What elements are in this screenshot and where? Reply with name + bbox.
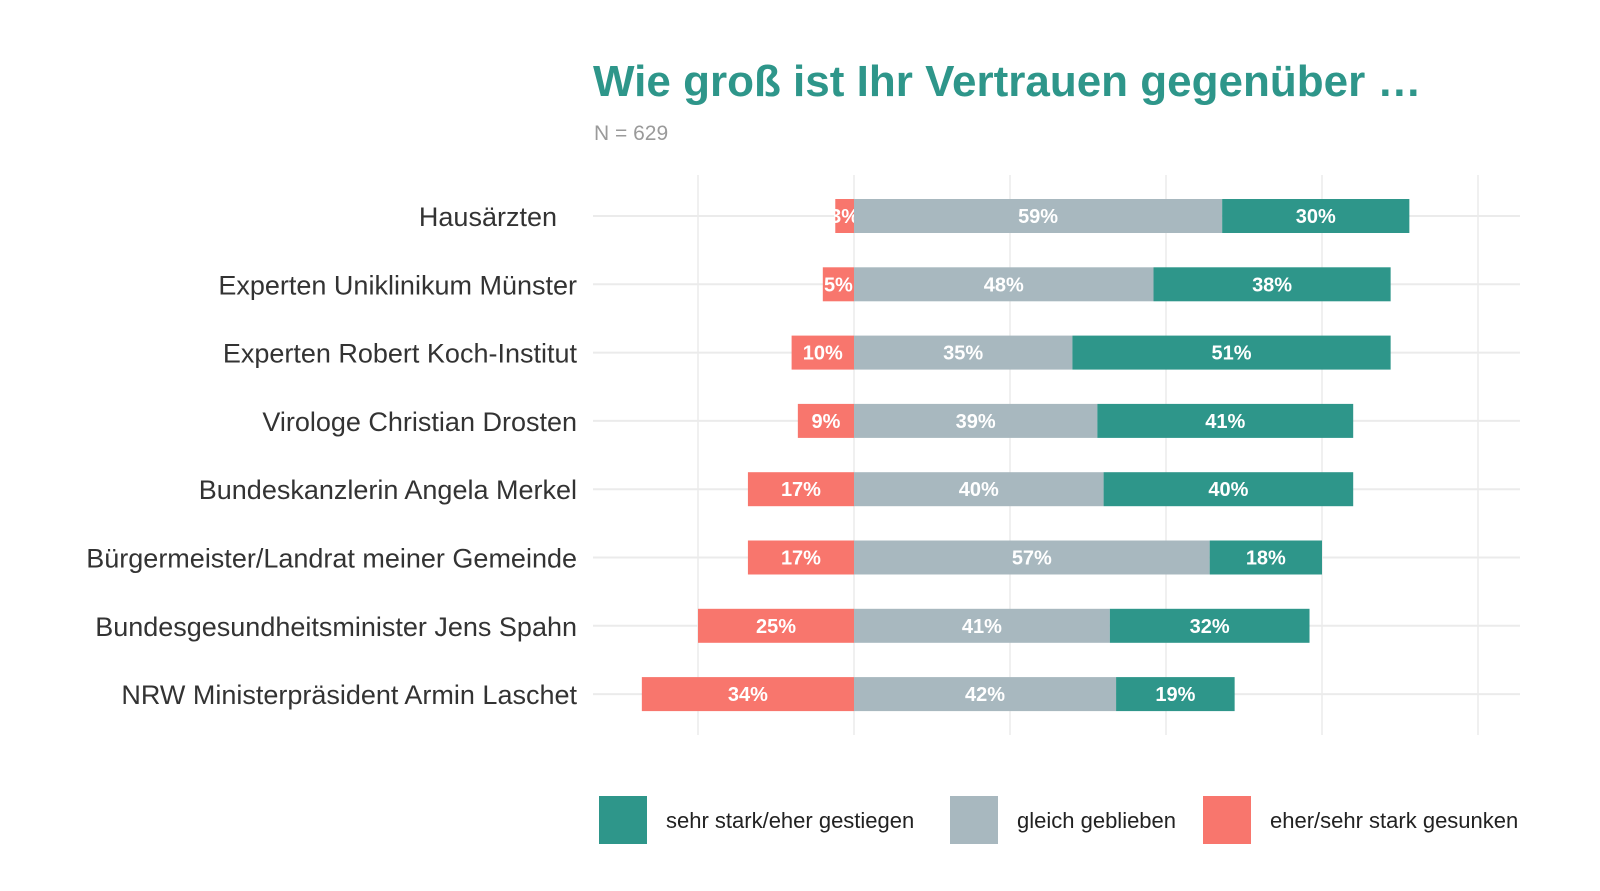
bar-segment-gesunken bbox=[797, 403, 854, 438]
bar-label-gestiegen: 40% bbox=[1208, 479, 1248, 501]
category-label: Bürgermeister/Landrat meiner Gemeinde bbox=[86, 544, 577, 574]
legend-label: eher/sehr stark gesunken bbox=[1270, 808, 1518, 833]
legend-item: gleich geblieben bbox=[950, 796, 1176, 844]
bar-segment-gestiegen bbox=[1103, 472, 1354, 507]
legend-label: sehr stark/eher gestiegen bbox=[666, 808, 914, 833]
bar-label-gleich: 40% bbox=[959, 479, 999, 501]
bar-label-gestiegen: 18% bbox=[1246, 548, 1286, 570]
category-label: Virologe Christian Drosten bbox=[262, 407, 577, 437]
legend-item: eher/sehr stark gesunken bbox=[1203, 796, 1518, 844]
category-label: NRW Ministerpräsident Armin Laschet bbox=[121, 680, 577, 710]
bar-label-gleich: 35% bbox=[943, 343, 983, 365]
bar-label-gestiegen: 51% bbox=[1212, 343, 1252, 365]
bar-label-gleich: 41% bbox=[962, 616, 1002, 638]
bar-segment-gesunken bbox=[698, 608, 854, 643]
bar-label-gesunken: 3% bbox=[830, 206, 859, 228]
category-label: Bundeskanzlerin Angela Merkel bbox=[199, 475, 577, 505]
grid bbox=[593, 175, 1520, 735]
bar-label-gestiegen: 41% bbox=[1205, 411, 1245, 433]
bar-label-gleich: 59% bbox=[1018, 206, 1058, 228]
bar-segment-gesunken bbox=[822, 267, 854, 302]
bar-label-gleich: 39% bbox=[956, 411, 996, 433]
bar-segment-gestiegen bbox=[1153, 267, 1391, 302]
bar-segment-gesunken bbox=[641, 677, 854, 712]
legend: sehr stark/eher gestiegen gleich gebliebe… bbox=[599, 796, 1518, 844]
bar-label-gleich: 57% bbox=[1012, 548, 1052, 570]
bar-label-gesunken: 17% bbox=[781, 548, 821, 570]
bar-segment-gleich bbox=[854, 403, 1098, 438]
category-label: Experten Robert Koch-Institut bbox=[223, 339, 578, 369]
bar-segment-gleich bbox=[854, 335, 1073, 370]
bars: 3% 59% 30% 5% 48% 38% 10% 35% 51% 9% 39% 41% 17% 40% 4… bbox=[641, 199, 1410, 712]
legend-swatch bbox=[950, 796, 998, 844]
bar-segment-gleich bbox=[854, 677, 1117, 712]
bar-label-gesunken: 17% bbox=[781, 479, 821, 501]
bar-label-gesunken: 25% bbox=[756, 616, 796, 638]
bar-segment-gestiegen bbox=[1209, 540, 1322, 575]
bar-segment-gestiegen bbox=[1222, 199, 1410, 233]
legend-swatch bbox=[1203, 796, 1251, 844]
legend-item: sehr stark/eher gestiegen bbox=[599, 796, 914, 844]
bar-segment-gesunken bbox=[747, 472, 854, 507]
bar-segment-gestiegen bbox=[1072, 335, 1391, 370]
bar-label-gesunken: 5% bbox=[824, 274, 853, 296]
bar-segment-gleich bbox=[854, 540, 1210, 575]
bar-segment-gesunken bbox=[835, 199, 854, 233]
bar-label-gesunken: 34% bbox=[728, 684, 768, 706]
legend-swatch bbox=[599, 796, 647, 844]
bar-label-gestiegen: 32% bbox=[1190, 616, 1230, 638]
bar-label-gesunken: 10% bbox=[803, 343, 843, 365]
category-label: Bundesgesundheitsminister Jens Spahn bbox=[95, 612, 577, 642]
bar-segment-gleich bbox=[854, 267, 1154, 302]
bar-label-gesunken: 9% bbox=[811, 411, 840, 433]
bar-segment-gestiegen bbox=[1109, 608, 1310, 643]
category-label: Experten Uniklinikum Münster bbox=[218, 270, 577, 300]
bar-label-gestiegen: 38% bbox=[1252, 274, 1292, 296]
bar-segment-gesunken bbox=[791, 335, 854, 370]
bar-segment-gleich bbox=[854, 199, 1223, 233]
chart-subtitle: N = 629 bbox=[594, 122, 668, 145]
category-labels: Hausärzten Experten Uniklinikum Münster Ex… bbox=[86, 202, 577, 710]
bar-label-gestiegen: 30% bbox=[1296, 206, 1336, 228]
category-label: Hausärzten bbox=[419, 202, 557, 232]
bar-segment-gleich bbox=[854, 608, 1110, 643]
bar-segment-gesunken bbox=[747, 540, 854, 575]
chart-title: Wie groß ist Ihr Vertrauen gegenüber … bbox=[593, 57, 1421, 106]
bar-segment-gleich bbox=[854, 472, 1104, 507]
bar-label-gestiegen: 19% bbox=[1155, 684, 1195, 706]
bar-segment-gestiegen bbox=[1097, 403, 1354, 438]
bar-segment-gestiegen bbox=[1116, 677, 1235, 712]
legend-label: gleich geblieben bbox=[1017, 808, 1176, 833]
bar-label-gleich: 42% bbox=[965, 684, 1005, 706]
bar-label-gleich: 48% bbox=[984, 274, 1024, 296]
